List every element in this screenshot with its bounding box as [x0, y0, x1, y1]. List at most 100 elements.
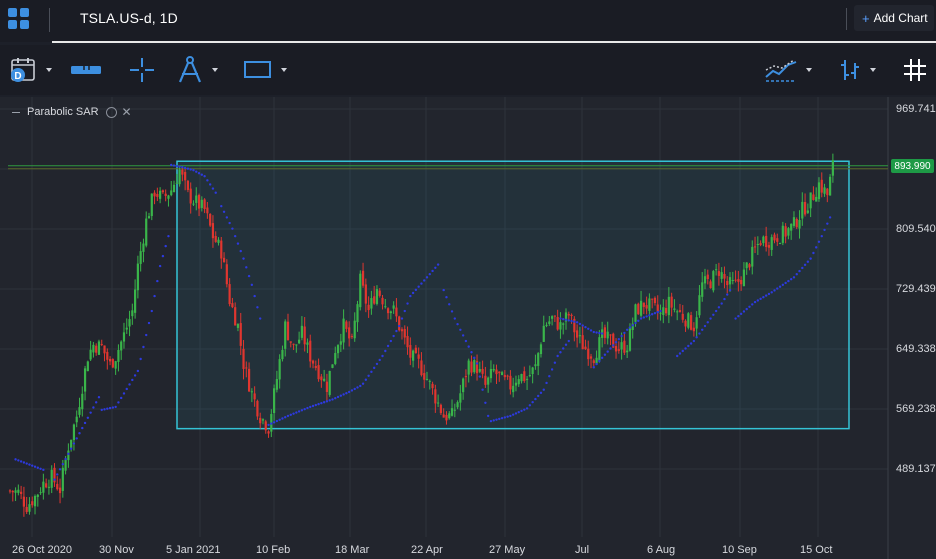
sar-dot	[606, 350, 609, 353]
calendar-date-icon: D	[11, 58, 35, 82]
sar-dot	[826, 222, 829, 225]
candle-body	[690, 315, 693, 330]
chevron-down-icon[interactable]	[281, 68, 287, 72]
grid-toggle-tool[interactable]	[902, 45, 928, 95]
sar-dot	[481, 388, 484, 391]
candle-body	[712, 271, 715, 291]
indicator-name[interactable]: Parabolic SAR	[27, 106, 99, 118]
candle-body	[770, 237, 773, 250]
sar-dot	[587, 327, 590, 330]
sar-dot	[381, 354, 384, 358]
candle-body	[108, 358, 112, 362]
sar-dot	[578, 322, 582, 326]
date-range-tool[interactable]: D	[8, 45, 52, 95]
sar-dot	[809, 257, 812, 260]
sar-dot	[403, 309, 406, 313]
candle-body	[253, 393, 256, 400]
candle-body	[386, 308, 390, 314]
price-chart[interactable]	[0, 97, 936, 559]
chevron-down-icon[interactable]	[212, 68, 218, 72]
candle-body	[273, 388, 276, 413]
sar-dot	[311, 404, 315, 408]
candle-body	[778, 243, 782, 245]
sar-dot	[634, 321, 637, 325]
chart-type-tool[interactable]	[764, 45, 812, 95]
add-chart-button[interactable]: + Add Chart	[854, 5, 934, 31]
sar-dot	[600, 332, 604, 335]
candle-body	[86, 361, 89, 372]
shape-tool[interactable]	[243, 45, 287, 95]
sar-dot	[550, 368, 554, 371]
grid-toggle-icon	[904, 59, 926, 81]
crosshair-tool[interactable]	[128, 45, 156, 95]
chevron-down-icon[interactable]	[870, 68, 876, 72]
sar-dot	[317, 402, 320, 406]
candle-body	[709, 281, 712, 289]
candle-body	[409, 345, 412, 358]
sar-dot	[517, 410, 520, 414]
sar-dot	[122, 392, 126, 395]
chart-pane[interactable]: Parabolic SAR ✕ 969.741 809.540 729.439 …	[0, 97, 936, 559]
sar-dot	[284, 416, 287, 419]
sar-dot	[225, 216, 229, 219]
candle-body	[361, 270, 365, 286]
candle-body	[61, 467, 64, 491]
sar-dot	[648, 314, 651, 317]
drawing-tool[interactable]	[176, 45, 218, 95]
sar-dot	[676, 354, 679, 358]
sar-dot	[448, 303, 451, 306]
candle-body	[70, 439, 73, 448]
settings-icon[interactable]	[105, 106, 117, 118]
sar-dot	[398, 324, 401, 328]
candle-body	[78, 407, 81, 415]
candle-body	[364, 284, 367, 304]
candle-body	[731, 280, 734, 282]
candle-body	[348, 327, 351, 339]
sar-dot	[773, 289, 776, 292]
sar-dot	[656, 310, 659, 314]
candle-body	[284, 321, 287, 349]
candle-body	[100, 343, 103, 345]
crosshair-icon	[130, 58, 154, 82]
candle-body	[211, 223, 215, 239]
candle-body	[439, 404, 442, 414]
candle-body	[153, 192, 156, 197]
sar-dot	[53, 478, 56, 481]
sar-dot	[320, 401, 323, 405]
sar-dot	[131, 378, 134, 382]
candle-body	[189, 188, 192, 204]
ruler-icon	[71, 66, 101, 74]
sar-dot	[678, 352, 682, 355]
sar-dot	[14, 458, 17, 461]
candle-body	[576, 330, 579, 338]
active-tab-indicator	[52, 41, 936, 43]
sar-dot	[281, 417, 284, 420]
sar-dot	[128, 383, 131, 386]
candle-body	[531, 367, 534, 375]
sar-dot	[106, 407, 109, 410]
layout-grid-icon[interactable]	[8, 8, 32, 32]
sar-dot	[336, 395, 340, 399]
close-icon[interactable]: ✕	[121, 105, 132, 119]
x-axis-label: 5 Jan 2021	[166, 544, 221, 556]
candle-body	[475, 361, 479, 374]
candle-body	[320, 376, 323, 381]
candle-body	[715, 269, 718, 271]
ruler-tool[interactable]	[68, 45, 104, 95]
tab-chart-title[interactable]: TSLA.US-d, 1D	[80, 10, 178, 26]
candle-body	[592, 360, 595, 364]
candle-body	[437, 402, 440, 404]
bar-style-tool[interactable]	[838, 45, 876, 95]
chevron-down-icon[interactable]	[46, 68, 52, 72]
sar-dot	[581, 324, 584, 327]
sar-dot	[117, 401, 120, 404]
sar-dot	[125, 387, 128, 391]
chevron-down-icon[interactable]	[806, 68, 812, 72]
candle-body	[781, 225, 784, 243]
candle-body	[325, 381, 329, 392]
candle-body	[39, 492, 42, 494]
sar-dot	[275, 419, 279, 423]
candle-body	[581, 335, 584, 350]
sar-dot	[409, 294, 412, 298]
candle-body	[286, 321, 290, 341]
